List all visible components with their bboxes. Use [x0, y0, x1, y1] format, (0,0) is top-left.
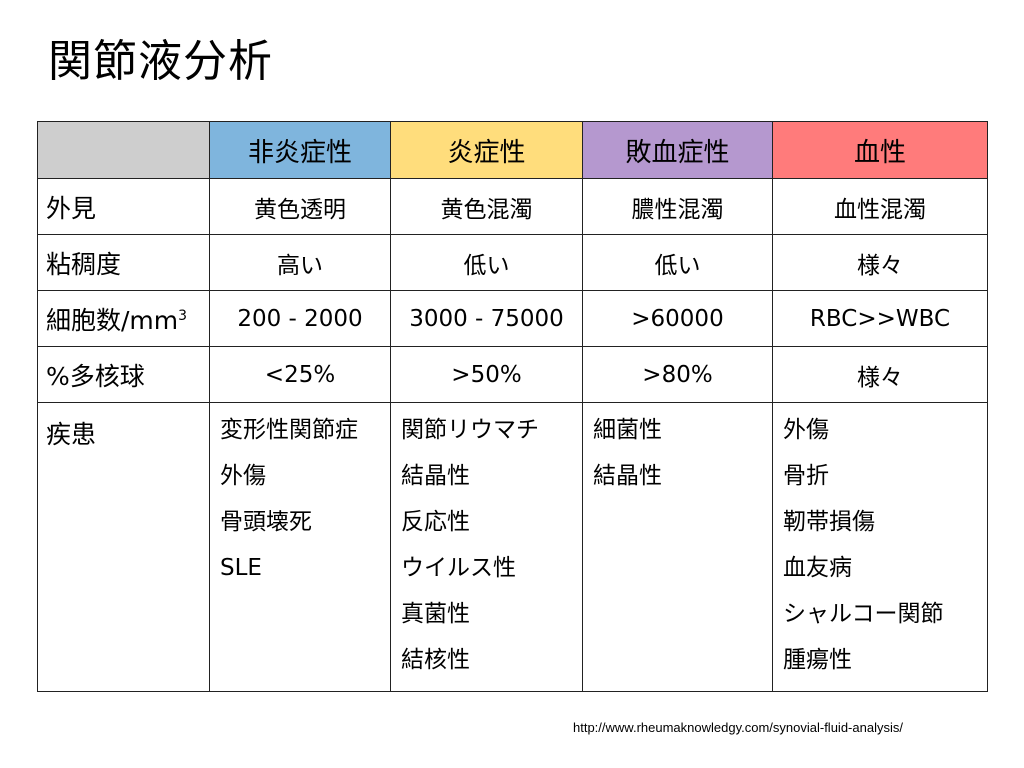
page-title: 関節液分析 [48, 36, 273, 87]
superscript: 3 [178, 307, 188, 324]
disease-item: シャルコー関節 [783, 601, 944, 627]
disease-item: 骨頭壊死 [220, 509, 312, 535]
table-cell: >60000 [582, 290, 773, 347]
table-row: 外見 黄色透明 黄色混濁 膿性混濁 血性混濁 [37, 178, 988, 235]
disease-item: 血友病 [783, 555, 852, 581]
disease-item: 結晶性 [401, 463, 470, 489]
diseases-cell: 関節リウマチ 結晶性反応性ウイルス性真菌性結核性 [390, 402, 583, 692]
table-cell: <25% [209, 346, 391, 403]
header-hemorrhagic: 血性 [772, 121, 988, 179]
diseases-cell: 外傷骨折靭帯損傷血友病シャルコー関節 腫瘍性 [772, 402, 988, 692]
table-cell: 血性混濁 [772, 178, 988, 235]
disease-item: SLE [220, 555, 262, 581]
disease-item: 細菌性 [593, 417, 662, 443]
diseases-cell: 細菌性 結晶性 [582, 402, 773, 692]
table-cell: >80% [582, 346, 773, 403]
table-cell: 黄色混濁 [390, 178, 583, 235]
row-label-text: 外見 [46, 193, 97, 223]
disease-item: 反応性 [401, 509, 470, 535]
disease-item: 外傷 [783, 417, 829, 443]
table-cell: 低い [582, 234, 773, 291]
table-row: 細胞数/mm3 200 - 2000 3000 - 75000 >60000 RBC>>… [37, 290, 988, 347]
diseases-row: 疾患 変形性関節症 外傷 骨頭壊死 SLE 関節リウマチ 結晶性 反応性 ウイルス性 真菌性 結核性… [37, 402, 988, 692]
header-septic: 敗血症性 [582, 121, 773, 179]
diseases-cell: 変形性関節症 外傷骨頭壊死 SLE [209, 402, 391, 692]
table-cell: 黄色透明 [209, 178, 391, 235]
disease-item: 腫瘍性 [783, 647, 852, 673]
table-cell: 低い [390, 234, 583, 291]
synovial-fluid-table: 非炎症性 炎症性 敗血症性 血性 外見 黄色透明 黄色混濁 膿性混濁 血性混濁 粘稠度 高い 低い 低い… [37, 121, 988, 692]
row-label-text: %多核球 [46, 361, 145, 391]
disease-item: 靭帯損傷 [783, 509, 875, 535]
row-label-text: 粘稠度 [46, 249, 122, 279]
table-cell: 膿性混濁 [582, 178, 773, 235]
disease-item: 真菌性 [401, 601, 470, 627]
row-label: 細胞数/mm3 [37, 290, 210, 347]
table-row: %多核球 <25% >50% >80% 様々 [37, 346, 988, 403]
header-row: 非炎症性 炎症性 敗血症性 血性 [37, 121, 988, 179]
disease-item: 結核性 [401, 647, 470, 673]
header-inflammatory: 炎症性 [390, 121, 583, 179]
disease-item: 骨折 [783, 463, 829, 489]
header-corner [37, 121, 210, 179]
disease-item: 結晶性 [593, 463, 662, 489]
table-cell: 様々 [772, 346, 988, 403]
source-url: http://www.rheumaknowledgy.com/synovial-… [573, 720, 903, 735]
row-label-text: 細胞数/mm [46, 305, 179, 335]
row-label: %多核球 [37, 346, 210, 403]
table-cell: >50% [390, 346, 583, 403]
disease-item: 外傷 [220, 463, 266, 489]
table-cell: 200 - 2000 [209, 290, 391, 347]
disease-item: 変形性関節症 [220, 417, 358, 443]
table-cell: 3000 - 75000 [390, 290, 583, 347]
row-label: 粘稠度 [37, 234, 210, 291]
row-label: 外見 [37, 178, 210, 235]
table-cell: RBC>>WBC [772, 290, 988, 347]
disease-item: 関節リウマチ [401, 417, 539, 443]
table-cell: 様々 [772, 234, 988, 291]
table-row: 粘稠度 高い 低い 低い 様々 [37, 234, 988, 291]
row-label: 疾患 [37, 402, 210, 692]
header-non-inflammatory: 非炎症性 [209, 121, 391, 179]
disease-item: ウイルス性 [401, 555, 516, 581]
table-cell: 高い [209, 234, 391, 291]
